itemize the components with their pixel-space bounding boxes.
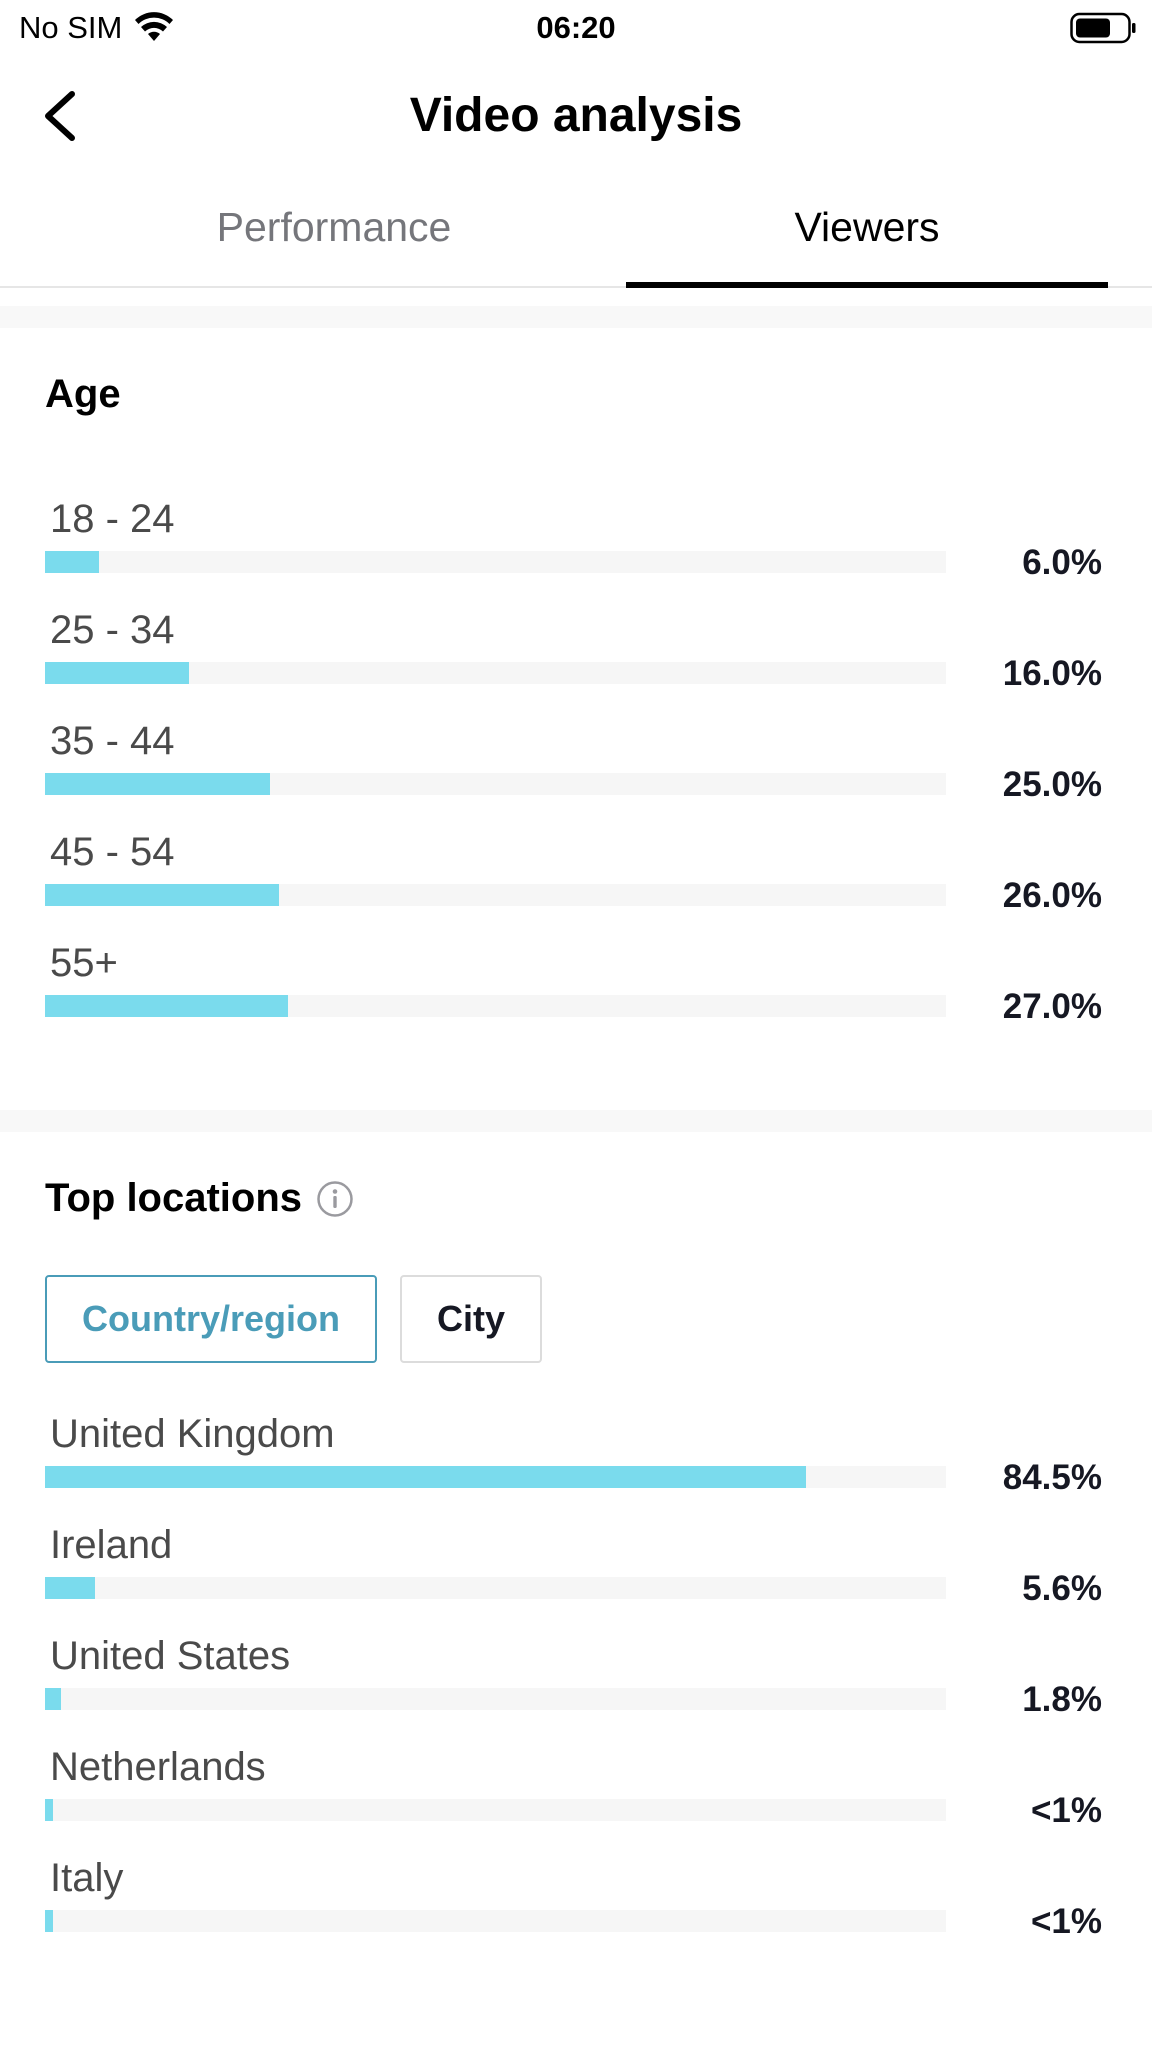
age-row-label: 25 - 34 [50, 608, 175, 652]
location-bar-fill [45, 1577, 96, 1599]
location-bar-track [45, 1577, 946, 1599]
location-bar-track [45, 1799, 946, 1821]
age-bar-fill [45, 773, 271, 795]
age-row-label: 45 - 54 [50, 830, 175, 874]
carrier-info: No SIM [19, 10, 174, 46]
location-row: Netherlands <1% [0, 1745, 1152, 1856]
age-row-value: 16.0% [1002, 654, 1102, 693]
status-time: 06:20 [536, 10, 616, 45]
location-row-value: <1% [1030, 1902, 1102, 1941]
locations-section-title: Top locations [45, 1176, 354, 1221]
location-row-label: Italy [50, 1856, 124, 1900]
location-bar-fill [45, 1910, 54, 1932]
age-row: 55+ 27.0% [0, 941, 1152, 1052]
location-row: Italy <1% [0, 1856, 1152, 1967]
battery-icon [1070, 12, 1136, 44]
location-bar-track [45, 1466, 946, 1488]
location-row: Ireland 5.6% [0, 1523, 1152, 1634]
location-row: United States 1.8% [0, 1634, 1152, 1745]
age-row: 35 - 44 25.0% [0, 719, 1152, 830]
active-tab-indicator [626, 282, 1108, 288]
tab-performance[interactable]: Performance [216, 204, 452, 250]
tab-viewers[interactable]: Viewers [794, 204, 940, 250]
filter-city-button[interactable]: City [400, 1275, 542, 1363]
location-row-value: <1% [1030, 1791, 1102, 1830]
info-icon[interactable] [316, 1180, 354, 1218]
page-title: Video analysis [409, 89, 743, 142]
location-bar-fill [45, 1688, 62, 1710]
location-row-label: Netherlands [50, 1745, 266, 1789]
age-bar-fill [45, 995, 289, 1017]
age-bar-fill [45, 884, 280, 906]
location-bar-fill [45, 1799, 54, 1821]
age-row-label: 55+ [50, 941, 118, 985]
age-title-text: Age [45, 372, 121, 416]
age-bar-track [45, 773, 946, 795]
age-bar-track [45, 995, 946, 1017]
location-row-value: 5.6% [1022, 1569, 1102, 1608]
age-bar-track [45, 551, 946, 573]
location-row-value: 84.5% [1002, 1458, 1102, 1497]
age-bar-fill [45, 551, 100, 573]
status-bar: No SIM 06:20 [0, 0, 1152, 58]
age-row-label: 18 - 24 [50, 497, 175, 541]
age-row-value: 27.0% [1002, 987, 1102, 1026]
carrier-label: No SIM [19, 10, 123, 45]
nav-bar: Video analysis [0, 58, 1152, 176]
location-bar-fill [45, 1466, 807, 1488]
age-row: 45 - 54 26.0% [0, 830, 1152, 941]
age-row-value: 6.0% [1022, 543, 1102, 582]
location-bar-track [45, 1688, 946, 1710]
age-section-title: Age [45, 372, 121, 417]
tab-bar: Performance Viewers [0, 176, 1152, 288]
section-divider [0, 1110, 1152, 1132]
age-row: 18 - 24 6.0% [0, 497, 1152, 608]
age-row: 25 - 34 16.0% [0, 608, 1152, 719]
age-row-value: 25.0% [1002, 765, 1102, 804]
location-row-label: United States [50, 1634, 291, 1678]
location-row: United Kingdom 84.5% [0, 1412, 1152, 1523]
locations-title-text: Top locations [45, 1176, 303, 1220]
chevron-left-icon[interactable] [36, 88, 86, 144]
age-bar-fill [45, 662, 190, 684]
age-bar-track [45, 662, 946, 684]
location-bar-track [45, 1910, 946, 1932]
location-row-label: United Kingdom [50, 1412, 335, 1456]
location-row-label: Ireland [50, 1523, 173, 1567]
age-bar-track [45, 884, 946, 906]
section-divider [0, 306, 1152, 328]
age-row-label: 35 - 44 [50, 719, 175, 763]
age-row-value: 26.0% [1002, 876, 1102, 915]
wifi-icon [135, 12, 174, 41]
filter-country-region-button[interactable]: Country/region [45, 1275, 377, 1363]
location-row-value: 1.8% [1022, 1680, 1102, 1719]
